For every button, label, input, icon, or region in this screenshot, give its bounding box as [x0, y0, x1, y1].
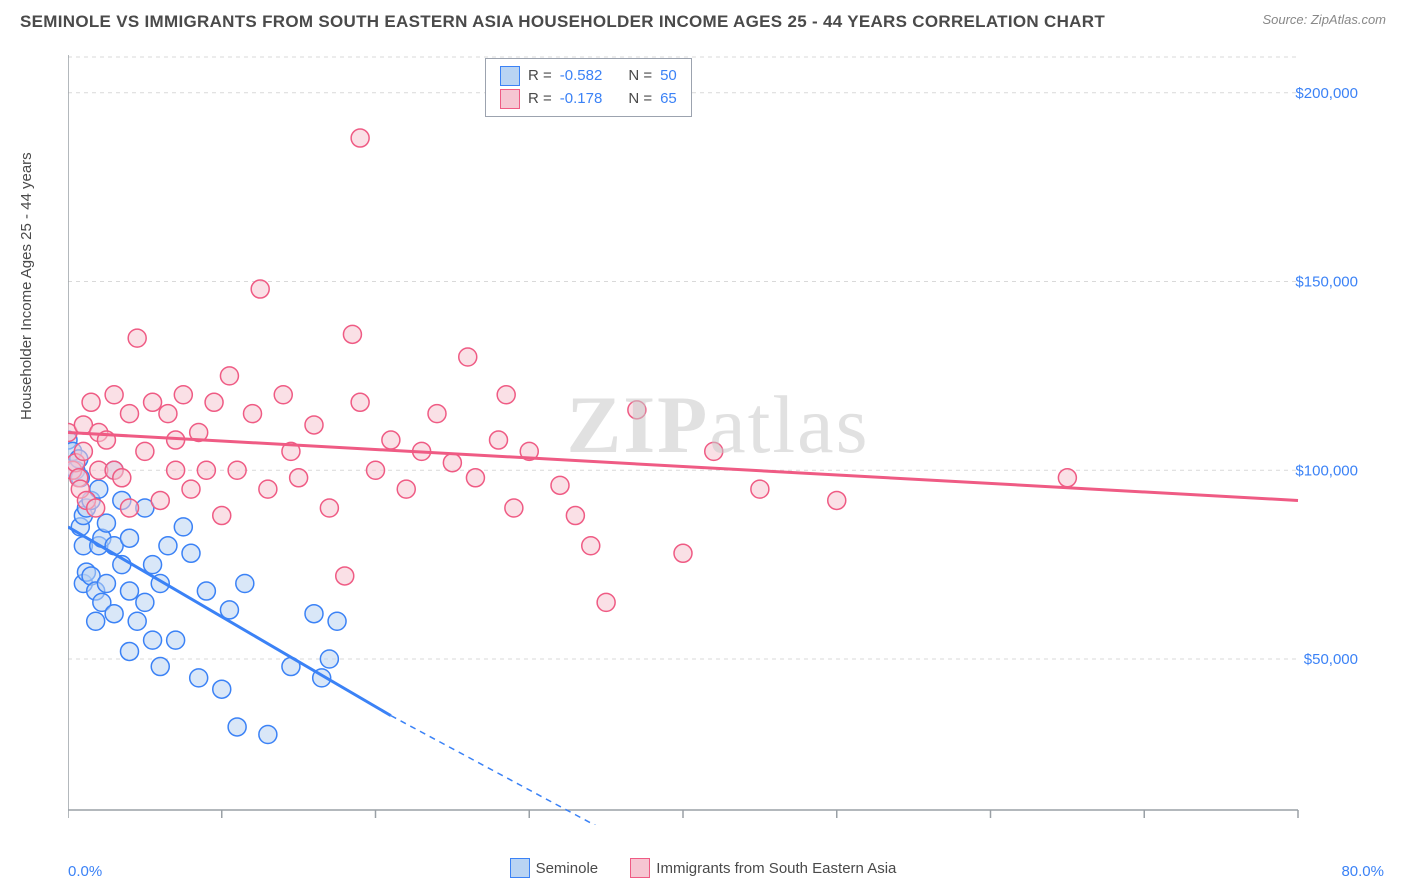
legend-row-immigrants: R = -0.178 N = 65	[500, 88, 677, 111]
r-value: -0.582	[560, 65, 603, 88]
n-label: N =	[628, 65, 652, 88]
chart-title: SEMINOLE VS IMMIGRANTS FROM SOUTH EASTER…	[20, 12, 1105, 32]
legend-label: Seminole	[536, 860, 599, 877]
legend-item-seminole: Seminole	[510, 858, 599, 878]
series-legend: Seminole Immigrants from South Eastern A…	[0, 858, 1406, 882]
y-axis-label: Householder Income Ages 25 - 44 years	[18, 152, 35, 420]
swatch-icon	[630, 858, 650, 878]
legend-row-seminole: R = -0.582 N = 50	[500, 65, 677, 88]
source-label: Source: ZipAtlas.com	[1262, 12, 1386, 27]
svg-text:$100,000: $100,000	[1295, 462, 1358, 479]
r-label: R =	[528, 88, 552, 111]
swatch-icon	[500, 66, 520, 86]
svg-text:$200,000: $200,000	[1295, 85, 1358, 102]
n-label: N =	[628, 88, 652, 111]
chart-area: $50,000$100,000$150,000$200,000 ZIPatlas	[68, 55, 1368, 825]
legend-label: Immigrants from South Eastern Asia	[656, 860, 896, 877]
svg-text:$50,000: $50,000	[1304, 651, 1358, 668]
scatter-plot: $50,000 $100,000 $150,000 $200,000	[68, 55, 1368, 825]
r-value: -0.178	[560, 88, 603, 111]
svg-text:$150,000: $150,000	[1295, 274, 1358, 291]
n-value: 50	[660, 65, 677, 88]
x-max-label: 80.0%	[1341, 863, 1384, 880]
swatch-icon	[510, 858, 530, 878]
n-value: 65	[660, 88, 677, 111]
correlation-legend: R = -0.582 N = 50 R = -0.178 N = 65	[485, 58, 692, 117]
r-label: R =	[528, 65, 552, 88]
legend-item-immigrants: Immigrants from South Eastern Asia	[630, 858, 896, 878]
swatch-icon	[500, 89, 520, 109]
x-min-label: 0.0%	[68, 863, 102, 880]
